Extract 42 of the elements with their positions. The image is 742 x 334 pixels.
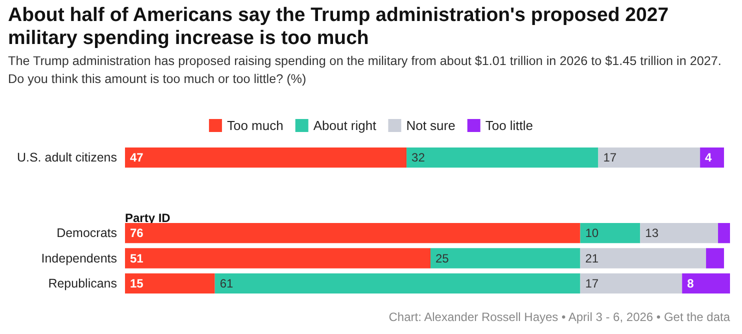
bar	[598, 148, 700, 168]
text: Chart: Alexander Rossell Hayes • April 3 - 6, 2026 • Get the data	[388, 310, 730, 324]
bar	[580, 223, 640, 244]
data-label: 4	[705, 150, 712, 165]
legend-label: Too much	[226, 118, 284, 133]
bar	[125, 148, 407, 168]
annotation: Party ID	[125, 210, 171, 225]
data-label: 76	[130, 226, 144, 240]
chart-title: About half of Americans say the Trump administration's proposed 2027 military spending increase is too much	[8, 4, 670, 50]
legend-label: Not sure	[406, 118, 456, 133]
data-label: 25	[435, 251, 450, 266]
y-tick-label: Independents	[41, 251, 117, 266]
y-tick-label: U.S. adult citizens	[16, 150, 117, 165]
bar	[125, 248, 430, 268]
y-tick-label: Democrats	[56, 226, 117, 240]
data-label: 47	[130, 150, 144, 165]
data-label: 13	[645, 226, 659, 240]
bar	[580, 273, 682, 294]
bar	[125, 223, 580, 244]
data-label: 8	[687, 276, 694, 290]
data-label: 15	[130, 276, 144, 290]
bar	[214, 273, 580, 294]
bar	[700, 148, 724, 168]
bar	[640, 223, 718, 244]
bar	[580, 248, 706, 268]
data-label: 17	[585, 276, 599, 290]
bar	[718, 223, 730, 244]
bar	[706, 248, 724, 268]
data-label: 10	[585, 226, 599, 240]
bar	[430, 248, 580, 268]
legend-label: Too little	[485, 118, 534, 133]
data-label: 51	[130, 251, 144, 266]
bar	[406, 148, 598, 168]
data-label: 61	[220, 276, 234, 290]
data-label: 21	[585, 251, 599, 266]
data-label: 32	[412, 150, 426, 165]
chart-subtitle: The Trump administration has proposed raising spending on the military from about $1.01 trillion in 2026 to $1.45 trillion in 2027. Do you think this amount is too much or too little? (%)	[8, 53, 722, 88]
bar	[125, 273, 215, 294]
legend-label: About right	[313, 118, 377, 133]
y-tick-label: Republicans	[48, 276, 117, 290]
bar	[682, 273, 730, 294]
data-label: 17	[603, 150, 617, 165]
